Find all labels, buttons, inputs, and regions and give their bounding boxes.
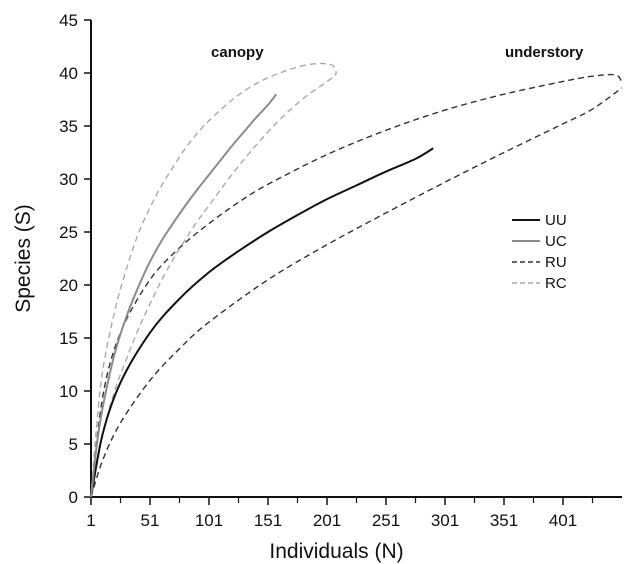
x-tick-label: 401 [549,511,577,530]
x-tick-label: 101 [195,511,223,530]
y-tick-label: 20 [59,276,78,295]
y-tick-label: 15 [59,329,78,348]
y-tick-label: 45 [59,11,78,30]
series-layer [90,62,623,498]
x-tick-label: 301 [431,511,459,530]
annotation-layer: canopy understory [211,44,584,61]
legend-label-uc: UC [545,233,567,250]
y-tick-label: 35 [59,117,78,136]
x-tick-label: 251 [372,511,400,530]
annotation-understory: understory [505,44,584,61]
x-tick-label: 51 [141,511,160,530]
y-tick-label: 5 [69,435,78,454]
annotation-canopy: canopy [211,44,264,61]
y-tick-label: 10 [59,382,78,401]
y-tick-label: 30 [59,170,78,189]
series-uc-line [90,93,278,498]
axes [90,20,622,498]
y-axis-title: Species (S) [12,204,35,313]
series-uu-line [90,147,434,498]
y-tick-label: 40 [59,64,78,83]
series-rc-lower-line [90,72,338,498]
legend: UU UC RU RC [512,212,567,292]
x-tick-label: 351 [490,511,518,530]
legend-label-ru: RU [545,254,567,271]
x-ticks: 1 51 101 151 201 251 301 351 401 [86,497,594,530]
x-tick-label: 151 [254,511,282,530]
y-tick-label: 25 [59,223,78,242]
y-tick-label: 0 [69,488,78,507]
legend-label-rc: RC [545,275,567,292]
x-tick-label: 201 [313,511,341,530]
series-ru-lower-line [90,87,623,498]
x-axis-title: Individuals (N) [269,540,403,563]
x-tick-label: 1 [86,511,95,530]
series-ru-upper-line [90,73,623,498]
series-rc-upper-line [90,62,338,498]
y-ticks: 0 5 10 15 20 25 30 35 40 45 [59,11,91,507]
legend-label-uu: UU [545,212,567,229]
